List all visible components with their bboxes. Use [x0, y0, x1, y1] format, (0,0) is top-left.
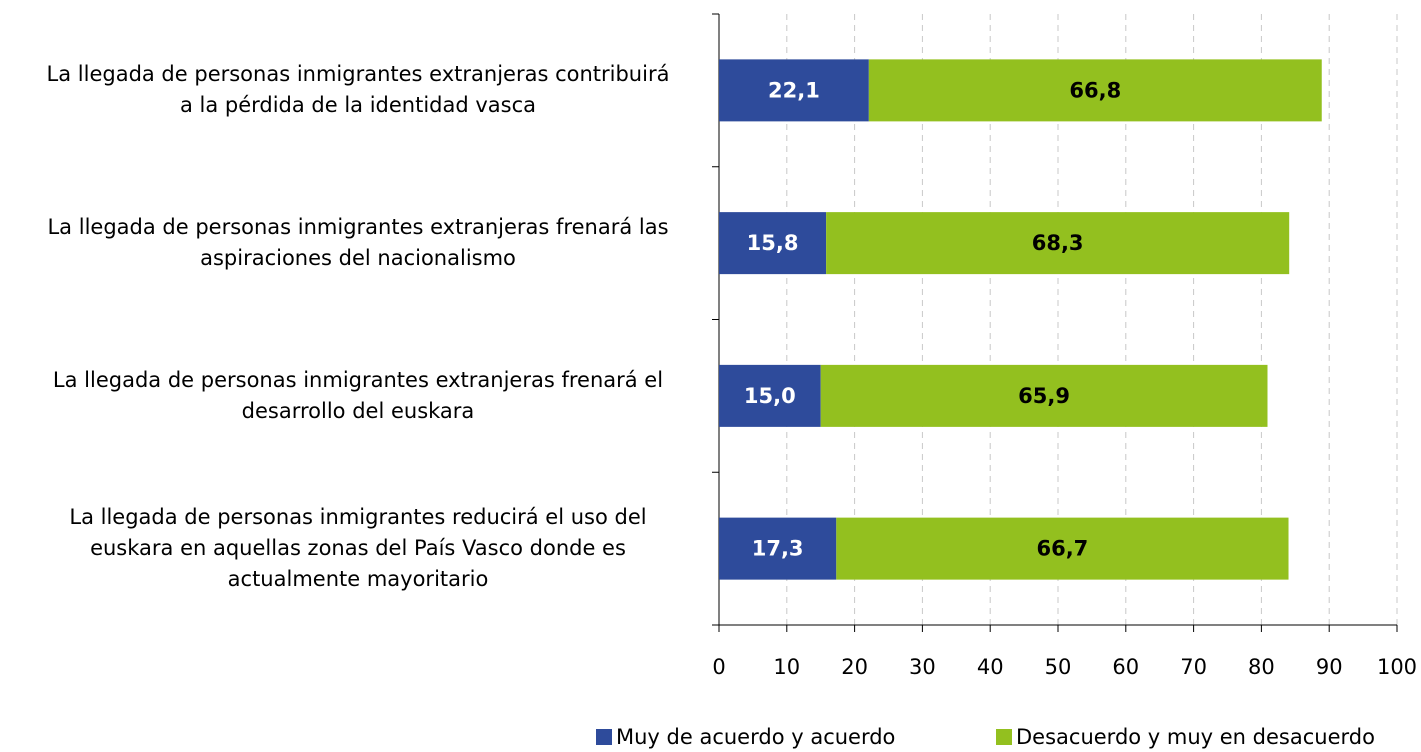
x-tick-label: 70: [1180, 655, 1207, 679]
value-label: 17,3: [752, 537, 804, 561]
legend-swatch: [996, 729, 1012, 745]
bar: [820, 364, 1268, 427]
x-tick-label: 40: [977, 655, 1004, 679]
bar: [719, 212, 827, 275]
bar: [719, 59, 869, 122]
x-tick-label: 80: [1248, 655, 1275, 679]
x-tick-label: 50: [1045, 655, 1072, 679]
category-label: La llegada de personas inmigrantes reduc…: [69, 505, 647, 592]
category-label: La llegada de personas inmigrantes extra…: [47, 215, 669, 271]
x-tick-label: 100: [1377, 655, 1417, 679]
x-tick-label: 90: [1316, 655, 1343, 679]
value-label: 65,9: [1018, 384, 1070, 408]
x-tick-label: 60: [1112, 655, 1139, 679]
value-label: 22,1: [768, 78, 820, 102]
bar: [826, 212, 1290, 275]
value-label: 66,8: [1069, 78, 1121, 102]
bar: [719, 517, 837, 580]
bar: [836, 517, 1289, 580]
category-label: La llegada de personas inmigrantes extra…: [46, 62, 670, 118]
value-label: 15,0: [744, 384, 796, 408]
x-tick-label: 10: [773, 655, 800, 679]
x-tick-label: 20: [841, 655, 868, 679]
legend-label: Desacuerdo y muy en desacuerdo: [1016, 725, 1375, 749]
legend-swatch: [596, 729, 612, 745]
category-label: La llegada de personas inmigrantes extra…: [52, 367, 664, 423]
value-label: 15,8: [747, 231, 799, 255]
bar: [868, 59, 1322, 122]
bar: [719, 364, 821, 427]
x-tick-label: 30: [909, 655, 936, 679]
legend-label: Muy de acuerdo y acuerdo: [616, 725, 895, 749]
value-label: 68,3: [1032, 231, 1084, 255]
value-label: 66,7: [1036, 537, 1088, 561]
x-tick-label: 0: [712, 655, 725, 679]
